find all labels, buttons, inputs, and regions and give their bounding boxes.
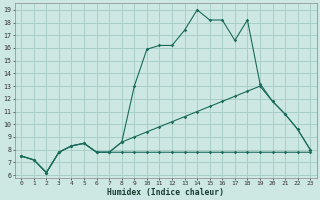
X-axis label: Humidex (Indice chaleur): Humidex (Indice chaleur) xyxy=(107,188,224,197)
